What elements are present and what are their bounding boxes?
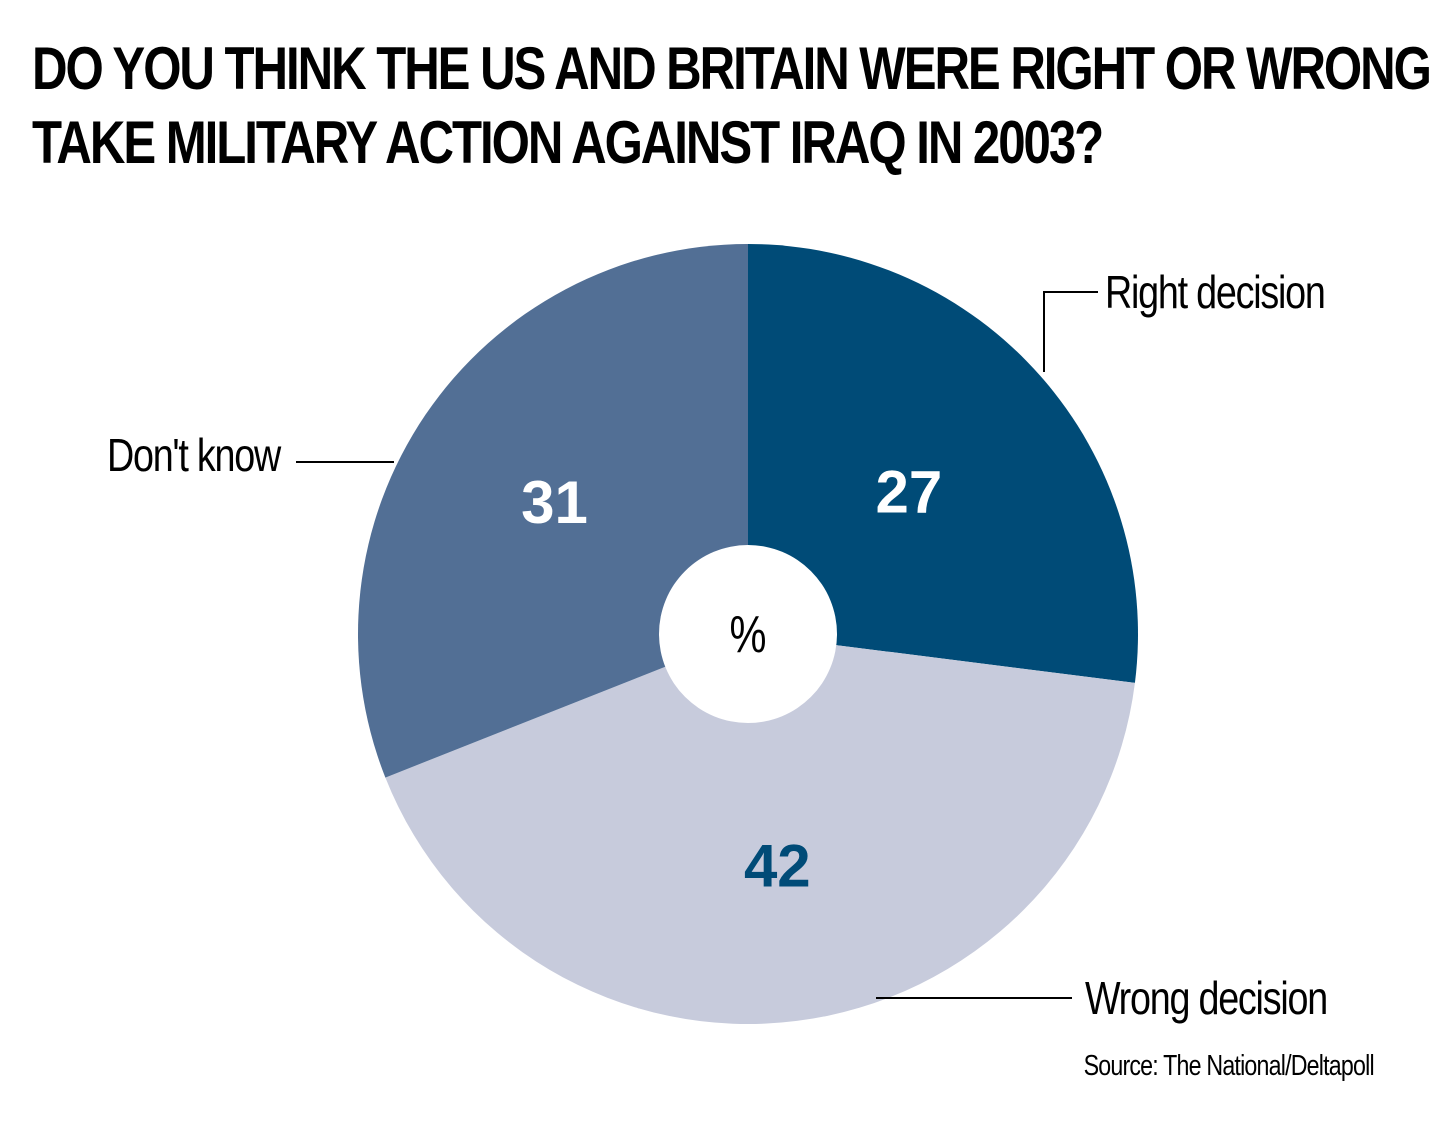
leader-line-right-decision [1043,291,1098,372]
center-unit-label: % [730,605,767,664]
donut-hole [659,545,837,723]
slice-category-label-right-decision: Right decision [1105,266,1325,317]
slice-value-label-wrong-decision: 42 [744,833,811,900]
chart-title-line-2: TAKE MILITARY ACTION AGAINST IRAQ IN 200… [32,109,1104,176]
pie-slice-right-decision [748,244,1138,683]
slice-value-label-right-decision: 27 [876,459,943,526]
slice-category-label-don-t-know: Don't know [107,429,282,480]
slice-value-label-don-t-know: 31 [521,469,588,536]
source-note: Source: The National/Deltapoll [1083,1050,1375,1082]
pie-slice-don-t-know [357,244,748,778]
pie-slice-wrong-decision [385,634,1135,1024]
slice-category-label-wrong-decision: Wrong decision [1085,972,1327,1023]
